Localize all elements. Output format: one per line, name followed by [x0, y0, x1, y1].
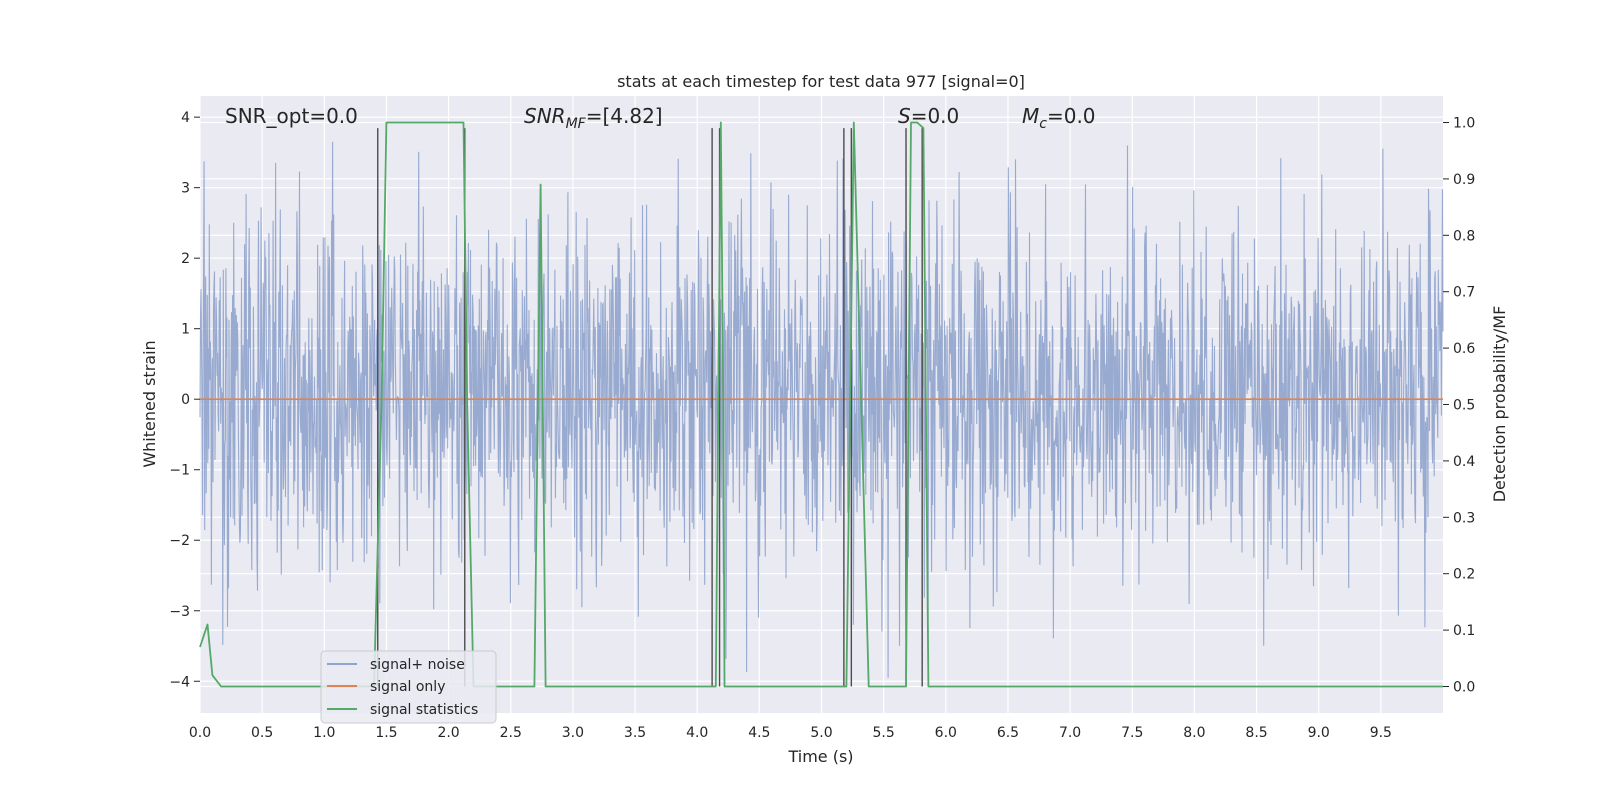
series-signal-statistics [199, 121, 1443, 688]
y-tick-label: 1 [181, 322, 190, 338]
legend-box [320, 650, 497, 724]
legend-label-signal-only: signal only [370, 679, 445, 695]
y-axis-ticks: 4 3 2 1 0 −1 −2 −3 −4 [169, 110, 200, 690]
y-tick-label: −2 [169, 533, 190, 549]
y2-axis-label: Detection probability/MF [1490, 306, 1509, 503]
y2-tick-label: 1.0 [1453, 116, 1475, 132]
series-signal-plus-noise [199, 141, 1444, 678]
y2-tick-label: 0.7 [1453, 285, 1475, 301]
x-tick-label: 0.0 [189, 725, 211, 741]
y2-tick-label: 0.1 [1453, 623, 1475, 639]
x-tick-label: 9.0 [1308, 725, 1330, 741]
annotation-mc-sub: c [1039, 116, 1047, 132]
x-tick-label: 3.5 [624, 725, 646, 741]
x-tick-label: 0.5 [251, 725, 273, 741]
y2-tick-label: 0.4 [1453, 454, 1475, 470]
x-tick-label: 3.0 [562, 725, 584, 741]
y2-tick-label: 0.9 [1453, 172, 1475, 188]
noise-line [199, 141, 1444, 678]
annotation-snr-mf-sub: MF [566, 116, 587, 132]
x-axis-ticks: 0.0 0.5 1.0 1.5 2.0 2.5 3.0 3.5 4.0 4.5 5.0 5.5 6.0 6… [189, 725, 1392, 741]
y2-tick-label: 0.8 [1453, 228, 1475, 244]
chart-title: stats at each timestep for test data 977… [617, 72, 1025, 91]
y-tick-label: 0 [181, 392, 190, 408]
x-axis-label: Time (s) [787, 747, 853, 766]
legend-label-signal-statistics: signal statistics [370, 702, 478, 718]
y2-tick-label: 0.5 [1453, 398, 1475, 414]
x-tick-label: 2.0 [437, 725, 459, 741]
legend: signal+ noise signal only signal statist… [320, 650, 497, 724]
y-tick-label: 2 [181, 251, 190, 267]
y-tick-label: −4 [169, 674, 190, 690]
x-tick-label: 5.0 [810, 725, 832, 741]
annotation-s-main: S [898, 104, 911, 128]
y2-tick-label: 0.2 [1453, 567, 1475, 583]
vertical-markers [377, 128, 923, 687]
x-tick-label: 4.5 [748, 725, 770, 741]
annotation-mc: Mc=0.0 [1022, 104, 1096, 132]
x-tick-label: 8.5 [1245, 725, 1267, 741]
annotation-snr-mf-main: SNR [524, 104, 566, 128]
y-axis-label: Whitened strain [140, 340, 159, 467]
annotation-s: S=0.0 [898, 104, 959, 128]
x-tick-label: 1.5 [375, 725, 397, 741]
x-tick-label: 4.0 [686, 725, 708, 741]
y-tick-label: 4 [181, 110, 190, 126]
y2-tick-label: 0.0 [1453, 679, 1475, 695]
y-tick-label: −3 [169, 604, 190, 620]
annotation-mc-value: =0.0 [1047, 104, 1096, 128]
y-tick-label: −1 [169, 463, 190, 479]
x-tick-label: 6.5 [997, 725, 1019, 741]
x-tick-label: 6.0 [935, 725, 957, 741]
annotation-snr-mf-value: =[4.82] [586, 104, 663, 128]
y2-tick-label: 0.3 [1453, 510, 1475, 526]
signal-statistics-line [199, 121, 1443, 688]
x-tick-label: 7.5 [1121, 725, 1143, 741]
legend-label-signal-plus-noise: signal+ noise [370, 657, 465, 673]
x-tick-label: 2.5 [500, 725, 522, 741]
annotation-s-value: =0.0 [911, 104, 960, 128]
x-tick-label: 5.5 [873, 725, 895, 741]
y-tick-label: 3 [181, 181, 190, 197]
annotation-snr-mf: SNRMF=[4.82] [524, 104, 663, 132]
x-tick-label: 1.0 [313, 725, 335, 741]
y2-axis-ticks: 1.0 0.9 0.8 0.7 0.6 0.5 0.4 0.3 0.2 0.1 0.0 [1443, 116, 1475, 695]
y2-tick-label: 0.6 [1453, 341, 1475, 357]
annotation-snr-opt: SNR_opt=0.0 [225, 104, 358, 128]
annotation-mc-main: M [1022, 104, 1039, 128]
x-tick-label: 7.0 [1059, 725, 1081, 741]
x-tick-label: 9.5 [1370, 725, 1392, 741]
x-tick-label: 8.0 [1183, 725, 1205, 741]
